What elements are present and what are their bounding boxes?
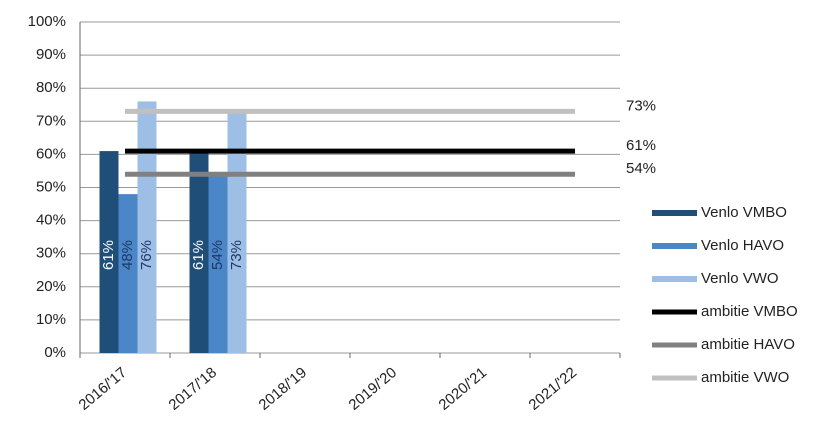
y-tick-label: 60% <box>36 145 66 162</box>
legend-label: Venlo HAVO <box>701 237 784 254</box>
y-tick-label: 50% <box>36 178 66 195</box>
legend-label: Venlo VWO <box>701 270 779 287</box>
bar <box>208 174 228 353</box>
bar <box>118 194 138 353</box>
y-tick-label: 10% <box>36 311 66 328</box>
x-tick-label: 2021/'22 <box>525 364 580 414</box>
y-tick-label: 30% <box>36 245 66 262</box>
legend-label: ambitie HAVO <box>701 336 795 353</box>
y-tick-label: 40% <box>36 212 66 229</box>
bar <box>227 111 247 354</box>
line-value-label: 54% <box>626 160 656 177</box>
y-tick-label: 100% <box>28 13 66 30</box>
legend-label: Venlo VMBO <box>701 204 787 221</box>
x-tick-label: 2017/'18 <box>165 364 220 414</box>
line-value-label: 73% <box>626 97 656 114</box>
x-tick-label: 2020/'21 <box>435 364 490 414</box>
bar-value-label: 61% <box>100 240 117 270</box>
y-tick-label: 90% <box>36 46 66 63</box>
y-tick-label: 0% <box>44 344 66 361</box>
legend-swatch <box>652 243 697 249</box>
bar-value-label: 76% <box>138 240 155 270</box>
bar-value-label: 48% <box>119 240 136 270</box>
legend-swatch <box>652 210 697 216</box>
x-tick-label: 2016/'17 <box>75 364 130 414</box>
bar <box>137 101 157 353</box>
y-tick-label: 80% <box>36 79 66 96</box>
legend-swatch <box>652 276 697 282</box>
x-tick-label: 2019/'20 <box>345 364 400 414</box>
y-tick-label: 20% <box>36 278 66 295</box>
bar-value-label: 61% <box>190 240 207 270</box>
y-tick-label: 70% <box>36 112 66 129</box>
bar-value-label: 54% <box>209 240 226 270</box>
bar-value-label: 73% <box>228 240 245 270</box>
legend-label: ambitie VWO <box>701 369 789 386</box>
x-tick-label: 2018/'19 <box>255 364 310 414</box>
bar <box>99 151 119 353</box>
line-value-label: 61% <box>626 137 656 154</box>
bar <box>189 151 209 353</box>
legend-label: ambitie VMBO <box>701 303 798 320</box>
